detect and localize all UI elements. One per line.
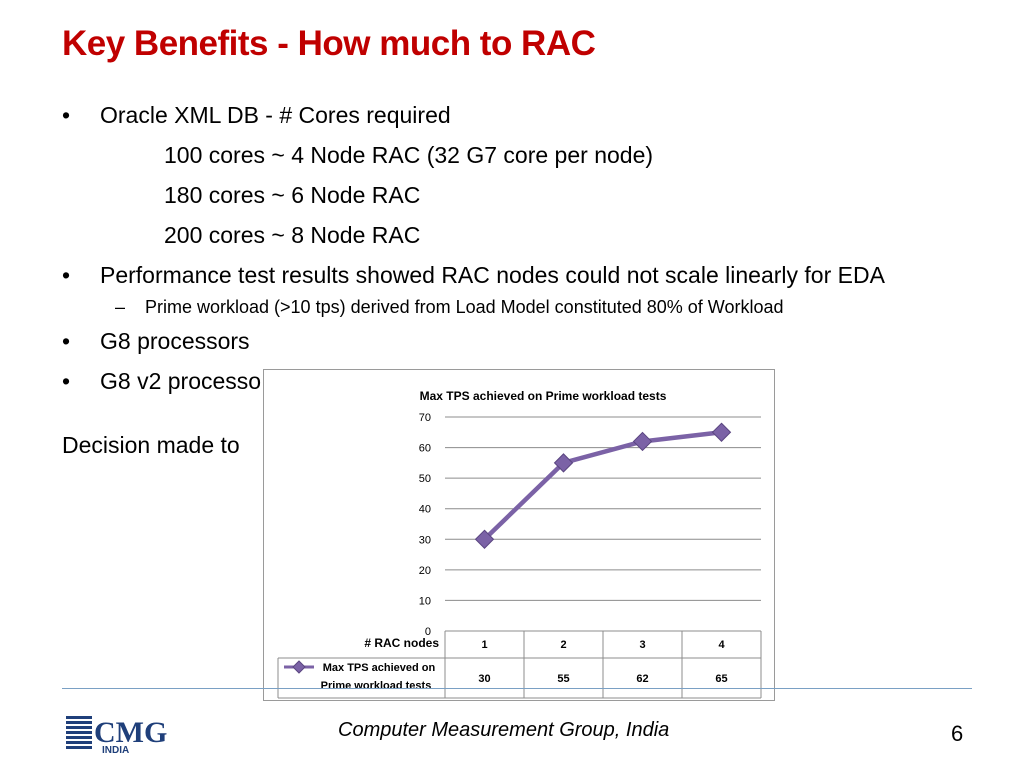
legend-label-line-1: Max TPS achieved on <box>323 662 436 674</box>
y-tick-label: 70 <box>419 412 431 424</box>
bullet-performance: Performance test results showed RAC node… <box>62 258 962 292</box>
table-value: 30 <box>478 673 490 685</box>
y-tick-label: 60 <box>419 443 431 455</box>
cores-line-2: 180 cores ~ 6 Node RAC <box>164 182 421 208</box>
cores-line-1: 100 cores ~ 4 Node RAC (32 G7 core per n… <box>164 142 654 168</box>
x-category-label: 3 <box>639 639 645 651</box>
y-tick-label: 50 <box>419 473 431 485</box>
bullet-cores-required: Oracle XML DB - # Cores required <box>62 98 962 132</box>
y-tick-label: 0 <box>425 626 431 638</box>
sub-bullet-prime-workload: Prime workload (>10 tps) derived from Lo… <box>62 294 962 320</box>
logo-text: CMG <box>94 716 167 749</box>
data-point-marker <box>711 422 732 442</box>
footer-org: Computer Measurement Group, India <box>338 719 670 741</box>
table-value: 55 <box>557 673 569 685</box>
x-category-label: 4 <box>718 639 725 651</box>
x-category-label: 1 <box>481 639 487 651</box>
legend-marker <box>292 660 306 674</box>
page-number: 6 <box>951 721 964 746</box>
logo-sub: INDIA <box>102 745 129 756</box>
bullet-g8-processors: G8 processors <box>62 324 962 358</box>
footer-divider <box>62 688 972 689</box>
tps-line-chart: Max TPS achieved on Prime workload tests… <box>277 389 762 699</box>
cmg-logo: CMG INDIA <box>66 712 178 761</box>
slide-title: Key Benefits - How much to RAC <box>62 24 596 63</box>
chart-container: Max TPS achieved on Prime workload tests… <box>263 369 775 701</box>
y-tick-label: 30 <box>419 534 431 546</box>
chart-title: Max TPS achieved on Prime workload tests <box>420 389 667 403</box>
data-point-marker <box>474 529 495 549</box>
table-value: 62 <box>636 673 648 685</box>
x-category-label: 2 <box>560 639 566 651</box>
data-point-marker <box>632 431 653 452</box>
table-row-label: # RAC nodes <box>364 636 439 650</box>
series-line <box>482 430 724 542</box>
y-tick-label: 20 <box>419 565 431 577</box>
y-tick-label: 40 <box>419 504 431 516</box>
y-tick-label: 10 <box>419 595 431 607</box>
data-point-marker <box>553 453 574 473</box>
cores-line-3: 200 cores ~ 8 Node RAC <box>164 222 421 248</box>
slide-content: Oracle XML DB - # Cores required 100 cor… <box>62 98 962 462</box>
decision-text: Decision made to <box>62 432 240 458</box>
table-value: 65 <box>715 673 727 685</box>
legend-label-line-2: Prime workload tests <box>321 680 432 692</box>
cmg-logo-icon: CMG INDIA <box>66 716 167 756</box>
bullet-g8-v2-processors: G8 v2 processo <box>62 364 962 398</box>
